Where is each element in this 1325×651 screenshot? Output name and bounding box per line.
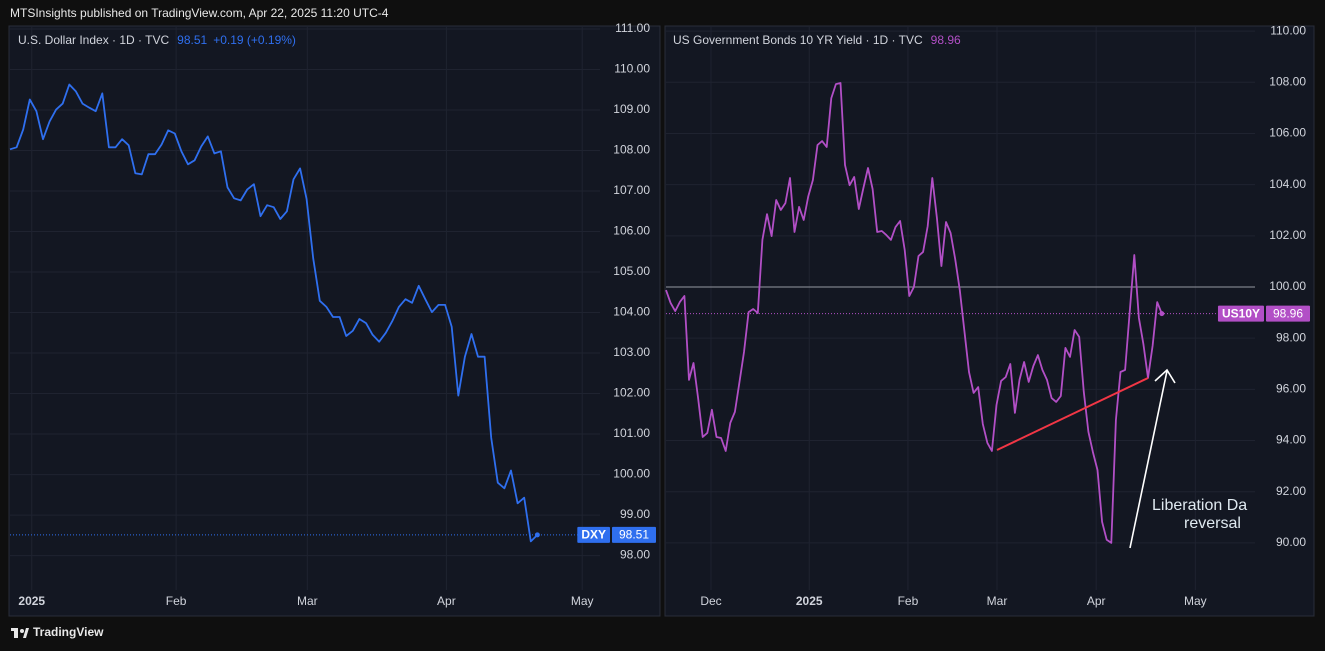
y-tick-label: 109.00 [613, 102, 650, 116]
x-tick-label: Mar [297, 594, 318, 608]
price-tag: 98.51 DXY [577, 526, 656, 543]
publish-header: MTSInsights published on TradingView.com… [10, 6, 389, 20]
y-tick-label: 110.00 [1270, 23, 1306, 37]
y-tick-label: 106.00 [1269, 126, 1306, 140]
annotation: reversal [1184, 515, 1241, 532]
x-tick-label: May [571, 594, 594, 608]
price-tag-value-bg [612, 526, 656, 543]
annotation: Liberation Da [1152, 497, 1247, 514]
y-tick-label: 94.00 [1276, 433, 1306, 447]
y-tick-label: 104.00 [1269, 177, 1306, 191]
x-tick-label: May [1184, 594, 1207, 608]
price-tag-symbol-bg [577, 526, 610, 543]
price-tag-value: 98.51 [619, 528, 649, 542]
legend-change: +0.19 (+0.19%) [213, 33, 296, 47]
price-tag-value: 98.96 [1273, 306, 1303, 320]
y-tick-label: 108.00 [613, 143, 650, 157]
x-tick-label: Dec [700, 594, 721, 608]
tradingview-logo [11, 628, 29, 638]
right-panel [664, 25, 1315, 617]
x-tick-label: Apr [437, 594, 456, 608]
price-tag-symbol-bg [1217, 305, 1264, 322]
y-tick-label: 98.00 [1276, 330, 1306, 344]
last-point [1159, 311, 1165, 317]
price-tag-value-bg [1266, 305, 1310, 322]
y-tick-label: 104.00 [613, 305, 650, 319]
y-tick-label: 96.00 [1276, 382, 1306, 396]
y-tick-label: 106.00 [613, 224, 650, 238]
legend-last-value: 98.96 [931, 33, 961, 47]
footer-brand: TradingView [33, 625, 104, 639]
y-tick-label: 99.00 [620, 507, 650, 521]
last-point [534, 532, 540, 538]
y-tick-label: 103.00 [613, 345, 650, 359]
x-tick-label: Mar [987, 594, 1008, 608]
price-line [665, 82, 1163, 544]
y-tick-label: 107.00 [613, 183, 650, 197]
y-tick-label: 101.00 [613, 426, 650, 440]
price-tag-symbol: US10Y [1222, 306, 1260, 320]
arrow [1129, 368, 1176, 549]
y-tick-label: 108.00 [1269, 74, 1306, 88]
y-tick-label: 100.00 [1269, 279, 1306, 293]
chart-title: US Government Bonds 10 YR Yield · 1D · T… [673, 33, 923, 47]
y-tick-label: 92.00 [1276, 484, 1306, 498]
y-tick-label: 100.00 [613, 467, 650, 481]
y-tick-label: 111.00 [615, 21, 650, 35]
y-tick-label: 105.00 [613, 264, 650, 278]
price-tag: 98.96 US10Y [1217, 305, 1310, 322]
x-tick-label: Feb [898, 594, 919, 608]
y-tick-label: 98.00 [620, 548, 650, 562]
y-tick-label: 102.00 [1269, 228, 1306, 242]
y-tick-label: 90.00 [1276, 535, 1306, 549]
x-tick-label: Feb [166, 594, 187, 608]
x-tick-label: 2025 [796, 594, 823, 608]
x-tick-label: Apr [1087, 594, 1106, 608]
trend-line [996, 377, 1149, 451]
price-tag-symbol: DXY [581, 528, 606, 542]
y-tick-label: 102.00 [613, 386, 650, 400]
price-line [9, 83, 539, 543]
left-panel [8, 25, 661, 617]
y-tick-label: 110.00 [614, 62, 650, 76]
x-tick-label: 2025 [18, 594, 45, 608]
charts: 98.00 99.00 100.00 101.00 102.00 103.00 104.00… [9, 21, 1310, 608]
legend-last-value: 98.51 [177, 33, 207, 47]
chart-title: U.S. Dollar Index · 1D · TVC [18, 33, 169, 47]
